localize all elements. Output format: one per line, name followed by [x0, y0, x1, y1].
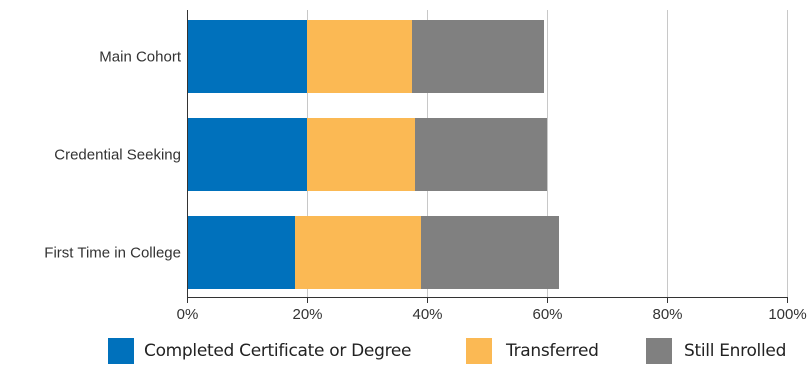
- bar-segment: [295, 216, 421, 289]
- category-label: Credential Seeking: [54, 147, 181, 164]
- bar-segment: [307, 20, 412, 93]
- x-tick-label: 0%: [177, 306, 199, 323]
- category-label: Main Cohort: [99, 49, 182, 66]
- x-tick-labels: 0% 20% 40% 60% 80% 100%: [177, 306, 807, 323]
- bar-segment: [415, 118, 547, 191]
- category-labels: Main Cohort Credential Seeking First Time …: [44, 49, 182, 262]
- legend-label-completed: Completed Certificate or Degree: [144, 341, 412, 361]
- legend-item-still-enrolled: Still Enrolled: [646, 338, 786, 364]
- bar-segment: [307, 118, 415, 191]
- bar-segment: [187, 20, 307, 93]
- stacked-bar-chart: Main Cohort Credential Seeking First Time …: [44, 10, 807, 323]
- legend-item-transferred: Transferred: [466, 338, 599, 364]
- x-tick-label: 40%: [412, 306, 442, 323]
- x-tick-label: 60%: [532, 306, 562, 323]
- legend-swatch-still-enrolled: [646, 338, 672, 364]
- x-tick-label: 100%: [768, 306, 806, 323]
- bar-segment: [412, 20, 544, 93]
- legend: Completed Certificate or Degree Transfer…: [0, 338, 809, 366]
- legend-item-completed: Completed Certificate or Degree: [108, 338, 412, 364]
- bars: [187, 20, 559, 289]
- legend-swatch-transferred: [466, 338, 492, 364]
- bar-segment: [187, 216, 295, 289]
- legend-label-transferred: Transferred: [506, 341, 599, 361]
- bar-segment: [421, 216, 559, 289]
- bar-segment: [187, 118, 307, 191]
- category-label: First Time in College: [44, 245, 181, 262]
- x-tick-label: 80%: [652, 306, 682, 323]
- x-tick-label: 20%: [292, 306, 322, 323]
- legend-label-still-enrolled: Still Enrolled: [684, 341, 787, 361]
- legend-swatch-completed: [108, 338, 134, 364]
